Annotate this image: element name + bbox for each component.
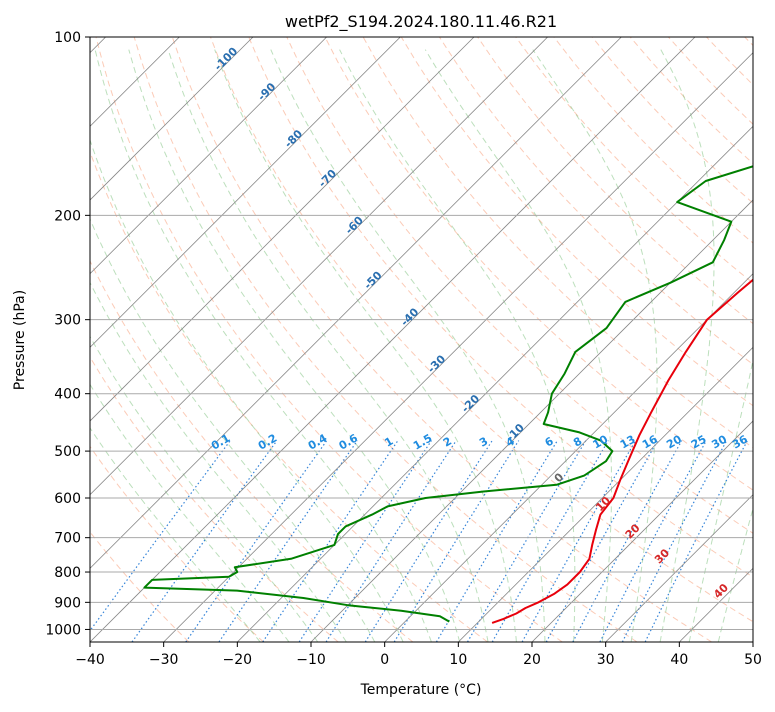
y-tick-label: 600 xyxy=(54,491,81,507)
x-tick-label: −10 xyxy=(296,652,326,668)
y-tick-label: 700 xyxy=(54,531,81,547)
x-tick-label: 10 xyxy=(449,652,467,668)
y-tick-label: 100 xyxy=(54,30,81,46)
x-tick-label: 40 xyxy=(670,652,688,668)
x-tick-label: 50 xyxy=(744,652,762,668)
x-tick-label: 0 xyxy=(380,652,389,668)
x-tick-label: −30 xyxy=(149,652,179,668)
x-tick-label: −40 xyxy=(75,652,105,668)
x-tick-label: 30 xyxy=(597,652,615,668)
x-axis-label: Temperature (°C) xyxy=(360,682,482,698)
y-tick-label: 200 xyxy=(54,208,81,224)
y-tick-label: 1000 xyxy=(45,622,81,638)
x-tick-label: 20 xyxy=(523,652,541,668)
y-tick-label: 300 xyxy=(54,313,81,329)
chart-title: wetPf2_S194.2024.180.11.46.R21 xyxy=(285,12,557,32)
y-axis-label: Pressure (hPa) xyxy=(12,290,28,390)
y-tick-label: 400 xyxy=(54,387,81,403)
y-tick-label: 900 xyxy=(54,595,81,611)
x-tick-label: −20 xyxy=(223,652,253,668)
y-tick-label: 500 xyxy=(54,444,81,460)
y-tick-label: 800 xyxy=(54,565,81,581)
